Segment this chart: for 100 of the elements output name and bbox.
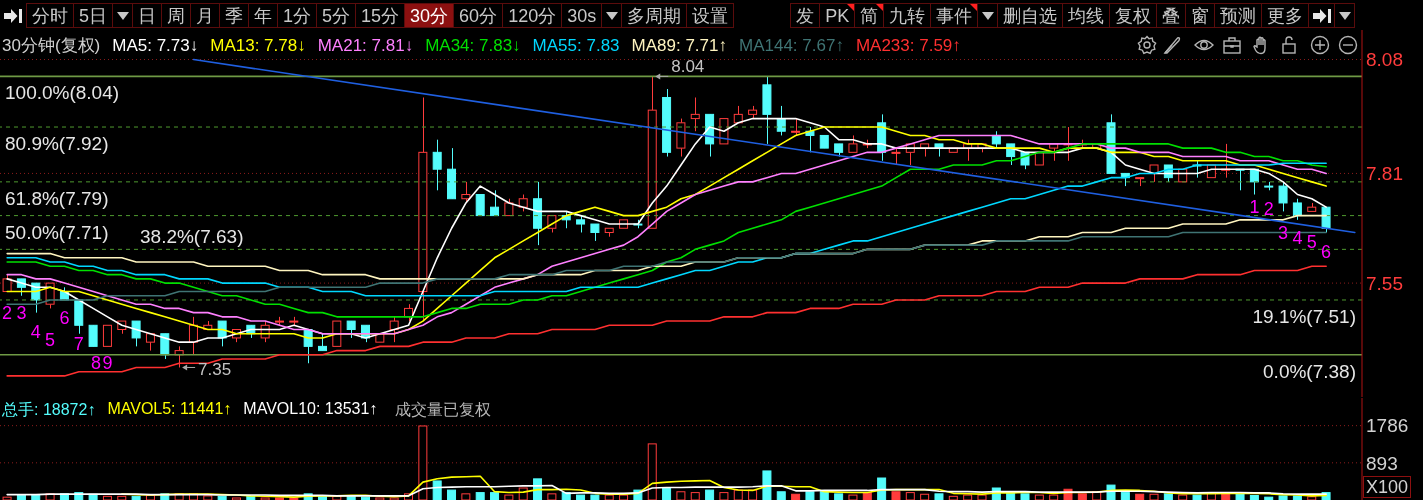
y-tick-label: 8.08 <box>1366 49 1403 71</box>
text: 更多 <box>1261 3 1310 28</box>
text: MA13: 7.78↓ <box>210 35 306 56</box>
text: 分时 <box>26 3 74 28</box>
annotation: 3 <box>1278 223 1289 244</box>
text: MAVOL5: 11441↑ <box>107 400 232 419</box>
text: MA233: 7.59↑ <box>855 35 961 56</box>
text: 60分 <box>453 3 504 28</box>
text: 总手: 18872↑ <box>2 400 96 420</box>
bar <box>791 493 801 500</box>
annotation: 8 <box>91 353 102 374</box>
bar <box>1264 496 1274 500</box>
text: 九转 <box>883 3 932 28</box>
bar <box>361 496 370 500</box>
y-tick-label: 1786 <box>1366 415 1409 437</box>
annotation: 9 <box>102 353 113 374</box>
text: MA34: 7.83↓ <box>425 35 521 56</box>
bar <box>490 492 500 500</box>
y-tick-label: 7.81 <box>1366 163 1403 185</box>
annotation: 8.04 <box>671 57 705 77</box>
annotation: 5 <box>1306 232 1317 253</box>
text: 120分 <box>502 3 563 28</box>
bar <box>934 493 944 500</box>
annotation: 成交量已复权 <box>395 400 492 420</box>
bar <box>705 489 715 500</box>
ref-line-label: 100.0%(8.04) <box>5 82 120 104</box>
ref-line-label: 50.0%(7.71) <box>5 221 109 243</box>
annotation: 3 <box>16 303 27 324</box>
bar <box>31 494 41 500</box>
bar <box>1120 492 1130 500</box>
y-tick-label: 893 <box>1366 452 1398 474</box>
bar <box>432 480 442 500</box>
annotation: 1 <box>1249 197 1260 218</box>
text: 多周期 <box>621 3 688 28</box>
text: MA5: 7.73↓ <box>112 35 199 56</box>
bar <box>834 493 844 500</box>
annotation: 2 <box>2 303 13 324</box>
candlestick <box>131 320 141 347</box>
bar <box>1135 493 1145 500</box>
text: 1分 <box>277 3 318 28</box>
bar <box>131 495 141 500</box>
bar <box>1235 493 1245 500</box>
text: 30s <box>561 3 603 28</box>
text: 日 <box>132 3 163 28</box>
text: 窗 <box>1185 3 1216 28</box>
text: 设置 <box>686 3 735 28</box>
text: 周 <box>161 3 192 28</box>
bar <box>475 492 485 500</box>
text: 5日 <box>73 3 114 28</box>
bar <box>1278 495 1288 500</box>
bar <box>590 494 600 500</box>
text: MA144: 7.67↑ <box>739 35 844 56</box>
text: MA21: 7.81↓ <box>317 35 414 56</box>
bar <box>1292 495 1302 500</box>
text: 5分 <box>316 3 357 28</box>
annotation: 7.35 <box>198 360 232 380</box>
bar <box>877 477 887 500</box>
y-tick-label: 7.55 <box>1366 272 1403 294</box>
bar <box>805 491 815 500</box>
y-axis-title: X100 <box>1363 476 1412 498</box>
bar <box>891 491 901 500</box>
bar <box>274 497 284 500</box>
ref-line-label: 61.8%(7.79) <box>5 187 109 209</box>
text: MAVOL10: 13531↑ <box>243 400 378 419</box>
text: 年 <box>248 3 279 28</box>
line-series <box>6 484 1327 497</box>
text: 预测 <box>1214 3 1263 28</box>
bar <box>1077 493 1087 500</box>
text: 删自选 <box>997 3 1064 28</box>
bar <box>762 470 772 500</box>
candlestick <box>88 324 98 347</box>
text: MA55: 7.83 <box>532 35 620 56</box>
annotation: 4 <box>30 322 41 343</box>
annotation: 6 <box>59 308 70 329</box>
text: 发 <box>790 3 821 28</box>
ref-line-label: 38.2%(7.63) <box>140 226 244 248</box>
candlestick <box>1292 198 1302 221</box>
bar <box>447 489 457 500</box>
ref-line-label: 19.1%(7.51) <box>1252 305 1356 327</box>
bar <box>662 487 672 500</box>
bar <box>217 495 227 500</box>
bar <box>1249 495 1259 500</box>
text: 季 <box>219 3 250 28</box>
ref-line-label: 80.9%(7.92) <box>5 133 109 155</box>
annotation: 6 <box>1321 242 1332 263</box>
candlestick <box>418 96 428 322</box>
bar <box>862 492 872 500</box>
text: 15分 <box>355 3 406 28</box>
bar <box>1020 493 1030 500</box>
annotation: 7 <box>73 334 84 355</box>
text: MA89: 7.71↑ <box>631 35 727 56</box>
bar <box>776 491 786 500</box>
text: 复权 <box>1109 3 1158 28</box>
text: 简 <box>854 3 885 28</box>
bar <box>576 494 586 500</box>
text: 30分 <box>404 3 455 28</box>
annotation: 4 <box>1292 228 1303 249</box>
bar <box>1192 494 1202 500</box>
chart-title: 30分钟(复权) <box>2 35 101 57</box>
candlestick <box>1278 181 1288 212</box>
